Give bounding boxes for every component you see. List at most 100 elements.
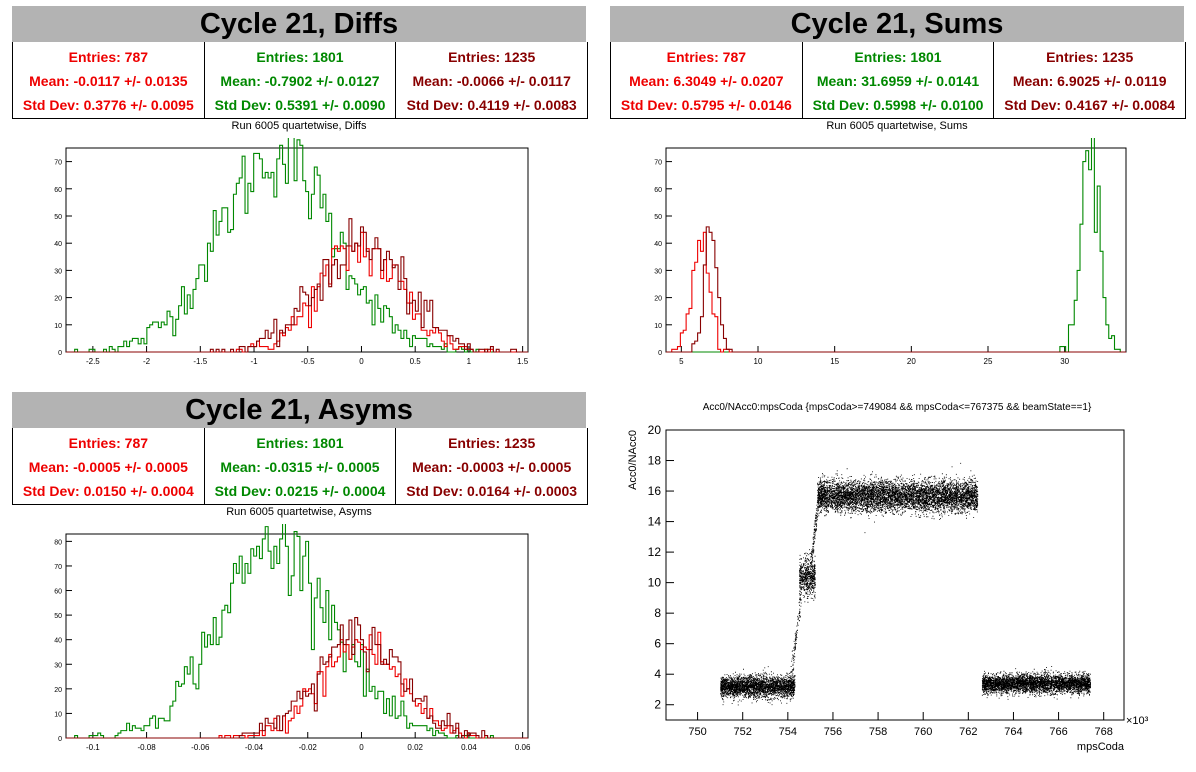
green-histogram-line bbox=[66, 138, 528, 353]
entries-label: Entries: 1801 bbox=[256, 435, 344, 451]
diffs-stats-red: Entries: 787 Mean: -0.0117 +/- 0.0135 St… bbox=[13, 42, 204, 118]
y-tick-label: 80 bbox=[54, 539, 62, 546]
x-tick-label: 1 bbox=[467, 357, 472, 366]
y-tick-label: 10 bbox=[654, 323, 662, 330]
sums-histogram: 5 10 15 20 25 30 0 10 20 30 40 50 60 70 bbox=[654, 138, 1127, 366]
diffs-stats-green: Entries: 1801 Mean: -0.7902 +/- 0.0127 S… bbox=[203, 42, 396, 118]
y-tick-label: 60 bbox=[54, 589, 62, 596]
mean-label: Mean: -0.0005 +/- 0.0005 bbox=[28, 459, 188, 475]
sums-stats-green: Entries: 1801 Mean: 31.6959 +/- 0.0141 S… bbox=[801, 42, 994, 118]
mean-label: Mean: -0.0315 +/- 0.0005 bbox=[220, 459, 380, 475]
x-tick-label: 754 bbox=[779, 726, 797, 738]
y-tick-label: 60 bbox=[654, 187, 662, 194]
y-tick-label: 30 bbox=[54, 268, 62, 275]
y-tick-label: 70 bbox=[54, 564, 62, 571]
x-tick-label: 756 bbox=[824, 726, 842, 738]
x-tick-label: -1.5 bbox=[193, 357, 207, 366]
y-tick-label: 50 bbox=[54, 613, 62, 620]
y-tick-label: 2 bbox=[654, 698, 661, 712]
x-axis-label: mpsCoda bbox=[1077, 741, 1125, 753]
entries-label: Entries: 1801 bbox=[854, 49, 942, 65]
green-histogram-line bbox=[666, 138, 1126, 353]
y-tick-label: 40 bbox=[54, 638, 62, 645]
y-axis-label: Acc0/NAcc0 bbox=[627, 430, 639, 490]
entries-label: Entries: 1235 bbox=[448, 49, 536, 65]
mean-label: Mean: -0.0117 +/- 0.0135 bbox=[29, 73, 188, 89]
entries-label: Entries: 787 bbox=[68, 435, 149, 451]
x-tick-label: 1.5 bbox=[517, 357, 529, 366]
y-tick-label: 8 bbox=[654, 606, 661, 620]
x-tick-label: 0.02 bbox=[407, 743, 423, 752]
red-histogram-line bbox=[66, 631, 528, 739]
mean-label: Mean: 6.3049 +/- 0.0207 bbox=[629, 73, 784, 89]
red-histogram-line bbox=[66, 231, 528, 353]
x-tick-label: 5 bbox=[679, 357, 684, 366]
green-histogram-line bbox=[66, 524, 528, 739]
x-tick-label: -0.5 bbox=[301, 357, 315, 366]
x-tick-label: -0.04 bbox=[245, 743, 264, 752]
stddev-label: Std Dev: 0.0164 +/- 0.0003 bbox=[406, 483, 578, 499]
diffs-stats-box: Entries: 787 Mean: -0.0117 +/- 0.0135 St… bbox=[12, 42, 588, 119]
y-tick-label: 20 bbox=[54, 687, 62, 694]
sums-stats-red: Entries: 787 Mean: 6.3049 +/- 0.0207 Std… bbox=[611, 42, 802, 118]
x-tick-label: 0 bbox=[359, 357, 364, 366]
x-tick-label: 750 bbox=[688, 726, 706, 738]
asyms-stats-green: Entries: 1801 Mean: -0.0315 +/- 0.0005 S… bbox=[203, 428, 396, 504]
y-tick-label: 4 bbox=[654, 667, 661, 681]
y-tick-label: 20 bbox=[54, 296, 62, 303]
mean-label: Mean: 31.6959 +/- 0.0141 bbox=[816, 73, 980, 89]
x-tick-label: 764 bbox=[1004, 726, 1022, 738]
asyms-subtitle: Run 6005 quartetwise, Asyms bbox=[226, 506, 372, 518]
entries-label: Entries: 1235 bbox=[1046, 49, 1134, 65]
asyms-stats-box: Entries: 787 Mean: -0.0005 +/- 0.0005 St… bbox=[12, 428, 588, 505]
stddev-label: Std Dev: 0.4119 +/- 0.0083 bbox=[406, 97, 577, 113]
stddev-label: Std Dev: 0.0215 +/- 0.0004 bbox=[214, 483, 386, 499]
scatter-plot: 750 752 754 756 758 760 762 764 766 768 2 4 6 8 10 12 14… bbox=[627, 423, 1149, 753]
x-multiplier: ×10³ bbox=[1126, 715, 1149, 727]
x-tick-label: 752 bbox=[734, 726, 752, 738]
stddev-label: Std Dev: 0.0150 +/- 0.0004 bbox=[22, 483, 194, 499]
x-tick-label: 10 bbox=[754, 357, 763, 366]
y-tick-label: 10 bbox=[54, 711, 62, 718]
x-tick-label: 25 bbox=[984, 357, 993, 366]
mean-label: Mean: -0.0066 +/- 0.0117 bbox=[412, 73, 571, 89]
plot-frame bbox=[665, 429, 1125, 721]
entries-label: Entries: 1801 bbox=[256, 49, 344, 65]
y-tick-label: 10 bbox=[54, 323, 62, 330]
stddev-label: Std Dev: 0.5998 +/- 0.0100 bbox=[812, 97, 984, 113]
y-tick-label: 70 bbox=[654, 160, 662, 167]
x-tick-label: 15 bbox=[830, 357, 839, 366]
y-tick-label: 50 bbox=[54, 214, 62, 221]
y-tick-label: 18 bbox=[648, 454, 662, 468]
plot-frame bbox=[665, 147, 1127, 353]
x-tick-label: -1 bbox=[250, 357, 258, 366]
asyms-stats-red: Entries: 787 Mean: -0.0005 +/- 0.0005 St… bbox=[13, 428, 204, 504]
stddev-label: Std Dev: 0.3776 +/- 0.0095 bbox=[22, 97, 194, 113]
x-tick-label: -0.1 bbox=[86, 743, 100, 752]
x-tick-label: 0.06 bbox=[515, 743, 531, 752]
mean-label: Mean: -0.7902 +/- 0.0127 bbox=[220, 73, 380, 89]
x-tick-label: 0.5 bbox=[410, 357, 422, 366]
asyms-stats-darkred: Entries: 1235 Mean: -0.0003 +/- 0.0005 S… bbox=[395, 428, 587, 504]
entries-label: Entries: 787 bbox=[666, 49, 747, 65]
y-tick-label: 6 bbox=[654, 637, 661, 651]
sums-stats-box: Entries: 787 Mean: 6.3049 +/- 0.0207 Std… bbox=[610, 42, 1186, 119]
y-tick-label: 0 bbox=[58, 350, 62, 357]
x-tick-label: 20 bbox=[907, 357, 916, 366]
diffs-subtitle: Run 6005 quartetwise, Diffs bbox=[231, 120, 367, 132]
x-tick-label: -0.08 bbox=[137, 743, 156, 752]
y-tick-label: 50 bbox=[654, 214, 662, 221]
x-tick-label: -2.5 bbox=[86, 357, 100, 366]
y-tick-label: 0 bbox=[58, 736, 62, 743]
x-tick-label: -2 bbox=[143, 357, 151, 366]
x-tick-label: 758 bbox=[869, 726, 887, 738]
stddev-label: Std Dev: 0.5795 +/- 0.0146 bbox=[620, 97, 792, 113]
x-tick-label: 0.04 bbox=[461, 743, 477, 752]
darkred-histogram-line bbox=[66, 218, 528, 353]
scatter-title: Acc0/NAcc0:mpsCoda {mpsCoda>=749084 && m… bbox=[702, 402, 1092, 413]
y-tick-label: 70 bbox=[54, 160, 62, 167]
x-tick-label: 768 bbox=[1095, 726, 1113, 738]
y-tick-label: 12 bbox=[648, 545, 662, 559]
y-tick-label: 20 bbox=[654, 296, 662, 303]
scatter-points bbox=[720, 462, 1091, 706]
